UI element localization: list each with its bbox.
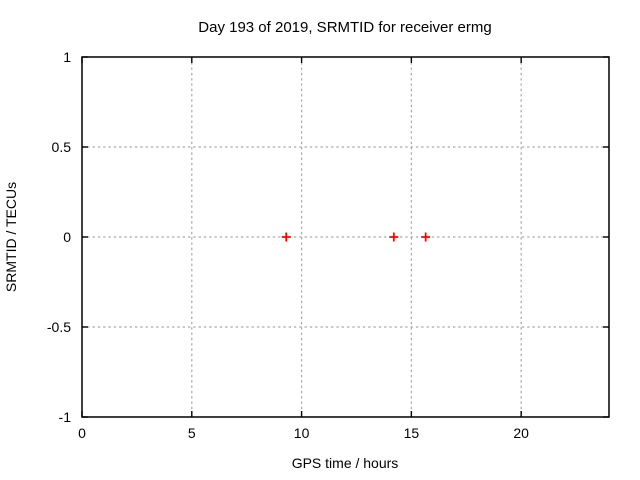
- x-tick-label: 0: [78, 425, 86, 441]
- tick-label-layer: 0 5 10 15 20 -1 -0.5 0 0.5 1: [47, 49, 529, 441]
- data-point-marker: [389, 232, 399, 242]
- x-axis-label: GPS time / hours: [292, 455, 399, 471]
- y-tick-label: 0: [63, 229, 71, 245]
- x-tick-label: 15: [404, 425, 420, 441]
- y-tick-label: -0.5: [47, 319, 71, 335]
- axis-layer: [81, 56, 610, 418]
- plot-border: [81, 56, 610, 418]
- grid-layer: [82, 57, 609, 417]
- y-tick-label: 0.5: [52, 139, 72, 155]
- data-point-marker: [421, 232, 431, 242]
- x-tick-label: 5: [188, 425, 196, 441]
- data-point-layer: [281, 232, 431, 242]
- chart-title: Day 193 of 2019, SRMTID for receiver erm…: [198, 19, 491, 36]
- y-tick-label: 1: [63, 49, 71, 65]
- y-tick-label: -1: [59, 409, 72, 425]
- x-tick-label: 20: [513, 425, 529, 441]
- y-axis-label: SRMTID / TECUs: [3, 182, 19, 292]
- x-tick-label: 10: [294, 425, 310, 441]
- data-point-marker: [281, 232, 291, 242]
